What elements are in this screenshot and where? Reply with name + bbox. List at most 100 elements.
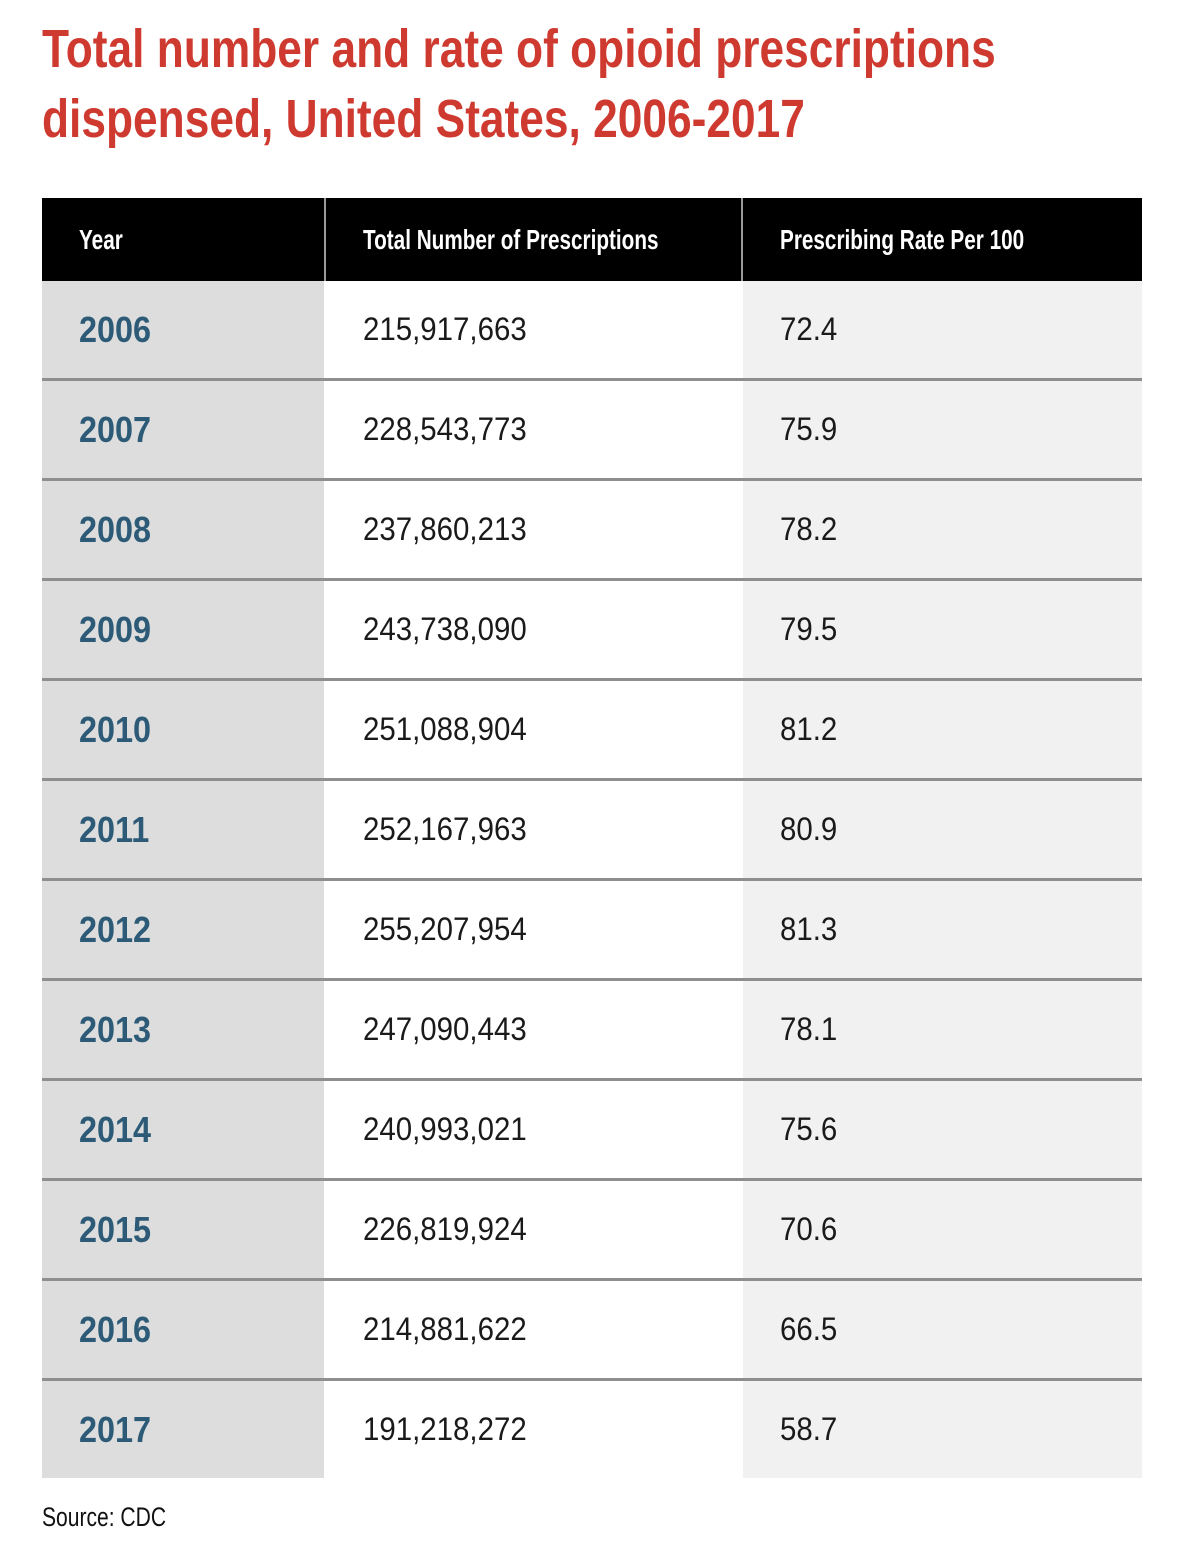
- total-prescriptions-cell: 214,881,622: [326, 1281, 741, 1378]
- table-row-2007: 2007 228,543,773 75.9: [42, 381, 1142, 481]
- prescribing-rate-value: 80.9: [780, 811, 838, 847]
- source-note-text: Source: CDC: [42, 1502, 167, 1532]
- header-cell-total-prescriptions: Total Number of Prescriptions: [326, 198, 741, 281]
- table-row-2011: 2011 252,167,963 80.9: [42, 781, 1142, 881]
- year-value: 2007: [79, 408, 152, 450]
- total-prescriptions-value: 214,881,622: [363, 1311, 527, 1347]
- total-prescriptions-value: 252,167,963: [363, 811, 527, 847]
- total-prescriptions-value: 247,090,443: [363, 1011, 527, 1047]
- table-row-2016: 2016 214,881,622 66.5: [42, 1281, 1142, 1381]
- header-label-total-prescriptions: Total Number of Prescriptions: [363, 223, 659, 255]
- year-cell: 2014: [42, 1081, 324, 1178]
- prescribing-rate-cell: 78.2: [743, 481, 1142, 578]
- prescribing-rate-cell: 81.3: [743, 881, 1142, 978]
- prescribing-rate-value: 78.1: [780, 1011, 838, 1047]
- prescriptions-table: Year Total Number of Prescriptions Presc…: [42, 198, 1142, 1478]
- page-title-line-1-text: Total number and rate of opioid prescrip…: [42, 19, 996, 79]
- year-value: 2016: [79, 1308, 152, 1350]
- header-label-prescribing-rate: Prescribing Rate Per 100: [780, 223, 1025, 255]
- page-title-line-1: Total number and rate of opioid prescrip…: [42, 14, 1184, 84]
- prescribing-rate-value: 75.9: [780, 411, 838, 447]
- total-prescriptions-cell: 255,207,954: [326, 881, 741, 978]
- prescribing-rate-value: 66.5: [780, 1311, 838, 1347]
- prescribing-rate-value: 58.7: [780, 1411, 838, 1447]
- prescribing-rate-value: 79.5: [780, 611, 838, 647]
- year-cell: 2016: [42, 1281, 324, 1378]
- table-row-2014: 2014 240,993,021 75.6: [42, 1081, 1142, 1181]
- source-note: Source: CDC: [42, 1502, 201, 1533]
- prescribing-rate-cell: 72.4: [743, 281, 1142, 378]
- prescribing-rate-cell: 58.7: [743, 1381, 1142, 1478]
- table-row-2013: 2013 247,090,443 78.1: [42, 981, 1142, 1081]
- prescribing-rate-value: 78.2: [780, 511, 838, 547]
- year-value: 2006: [79, 308, 152, 350]
- total-prescriptions-value: 237,860,213: [363, 511, 527, 547]
- total-prescriptions-cell: 240,993,021: [326, 1081, 741, 1178]
- year-value: 2012: [79, 908, 152, 950]
- page-title: Total number and rate of opioid prescrip…: [42, 14, 1184, 154]
- header-cell-prescribing-rate: Prescribing Rate Per 100: [743, 198, 1142, 281]
- header-cell-year: Year: [42, 198, 324, 281]
- total-prescriptions-value: 243,738,090: [363, 611, 527, 647]
- total-prescriptions-value: 251,088,904: [363, 711, 527, 747]
- table-row-2006: 2006 215,917,663 72.4: [42, 281, 1142, 381]
- prescribing-rate-cell: 75.9: [743, 381, 1142, 478]
- year-cell: 2006: [42, 281, 324, 378]
- total-prescriptions-cell: 251,088,904: [326, 681, 741, 778]
- total-prescriptions-value: 228,543,773: [363, 411, 527, 447]
- prescribing-rate-value: 81.2: [780, 711, 838, 747]
- year-cell: 2012: [42, 881, 324, 978]
- total-prescriptions-cell: 243,738,090: [326, 581, 741, 678]
- year-value: 2010: [79, 708, 152, 750]
- total-prescriptions-value: 255,207,954: [363, 911, 527, 947]
- year-cell: 2015: [42, 1181, 324, 1278]
- prescribing-rate-value: 72.4: [780, 311, 838, 347]
- table-row-2008: 2008 237,860,213 78.2: [42, 481, 1142, 581]
- table-row-2015: 2015 226,819,924 70.6: [42, 1181, 1142, 1281]
- table-row-2012: 2012 255,207,954 81.3: [42, 881, 1142, 981]
- prescribing-rate-cell: 70.6: [743, 1181, 1142, 1278]
- year-value: 2015: [79, 1208, 152, 1250]
- total-prescriptions-cell: 237,860,213: [326, 481, 741, 578]
- prescribing-rate-cell: 66.5: [743, 1281, 1142, 1378]
- total-prescriptions-cell: 247,090,443: [326, 981, 741, 1078]
- year-cell: 2009: [42, 581, 324, 678]
- year-cell: 2011: [42, 781, 324, 878]
- prescribing-rate-cell: 79.5: [743, 581, 1142, 678]
- table-row-2009: 2009 243,738,090 79.5: [42, 581, 1142, 681]
- table-row-2010: 2010 251,088,904 81.2: [42, 681, 1142, 781]
- year-value: 2008: [79, 508, 152, 550]
- total-prescriptions-value: 226,819,924: [363, 1211, 527, 1247]
- year-cell: 2007: [42, 381, 324, 478]
- prescribing-rate-cell: 75.6: [743, 1081, 1142, 1178]
- prescribing-rate-value: 75.6: [780, 1111, 838, 1147]
- page-title-line-2: dispensed, United States, 2006-2017: [42, 84, 1184, 154]
- prescribing-rate-cell: 81.2: [743, 681, 1142, 778]
- year-value: 2009: [79, 608, 152, 650]
- year-cell: 2017: [42, 1381, 324, 1478]
- year-value: 2014: [79, 1108, 152, 1150]
- year-value: 2011: [79, 808, 150, 850]
- prescribing-rate-cell: 78.1: [743, 981, 1142, 1078]
- header-label-year: Year: [79, 223, 123, 255]
- total-prescriptions-cell: 191,218,272: [326, 1381, 741, 1478]
- total-prescriptions-value: 191,218,272: [363, 1411, 527, 1447]
- prescribing-rate-cell: 80.9: [743, 781, 1142, 878]
- page-title-line-2-text: dispensed, United States, 2006-2017: [42, 89, 805, 149]
- table-header-row: Year Total Number of Prescriptions Presc…: [42, 198, 1142, 281]
- table-row-2017: 2017 191,218,272 58.7: [42, 1381, 1142, 1478]
- prescribing-rate-value: 81.3: [780, 911, 838, 947]
- total-prescriptions-cell: 226,819,924: [326, 1181, 741, 1278]
- total-prescriptions-cell: 215,917,663: [326, 281, 741, 378]
- prescribing-rate-value: 70.6: [780, 1211, 838, 1247]
- total-prescriptions-cell: 252,167,963: [326, 781, 741, 878]
- year-cell: 2010: [42, 681, 324, 778]
- year-value: 2013: [79, 1008, 152, 1050]
- total-prescriptions-cell: 228,543,773: [326, 381, 741, 478]
- total-prescriptions-value: 240,993,021: [363, 1111, 527, 1147]
- total-prescriptions-value: 215,917,663: [363, 311, 527, 347]
- year-value: 2017: [79, 1408, 152, 1450]
- table-body: 2006 215,917,663 72.4 2007 228,543,773 75.9 20…: [42, 281, 1142, 1478]
- year-cell: 2013: [42, 981, 324, 1078]
